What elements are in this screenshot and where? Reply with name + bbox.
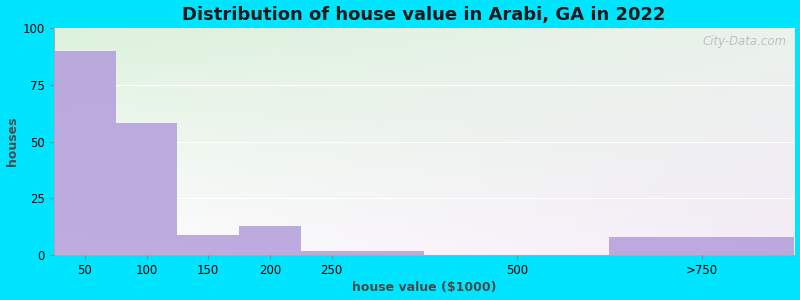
Y-axis label: houses: houses <box>6 117 18 166</box>
Bar <box>116 123 178 255</box>
X-axis label: house value ($1000): house value ($1000) <box>352 281 497 294</box>
Bar <box>178 235 239 255</box>
Bar <box>54 51 116 255</box>
Text: City-Data.com: City-Data.com <box>703 35 787 48</box>
Bar <box>239 226 301 255</box>
Bar <box>610 237 794 255</box>
Title: Distribution of house value in Arabi, GA in 2022: Distribution of house value in Arabi, GA… <box>182 6 666 24</box>
Bar <box>301 251 424 255</box>
